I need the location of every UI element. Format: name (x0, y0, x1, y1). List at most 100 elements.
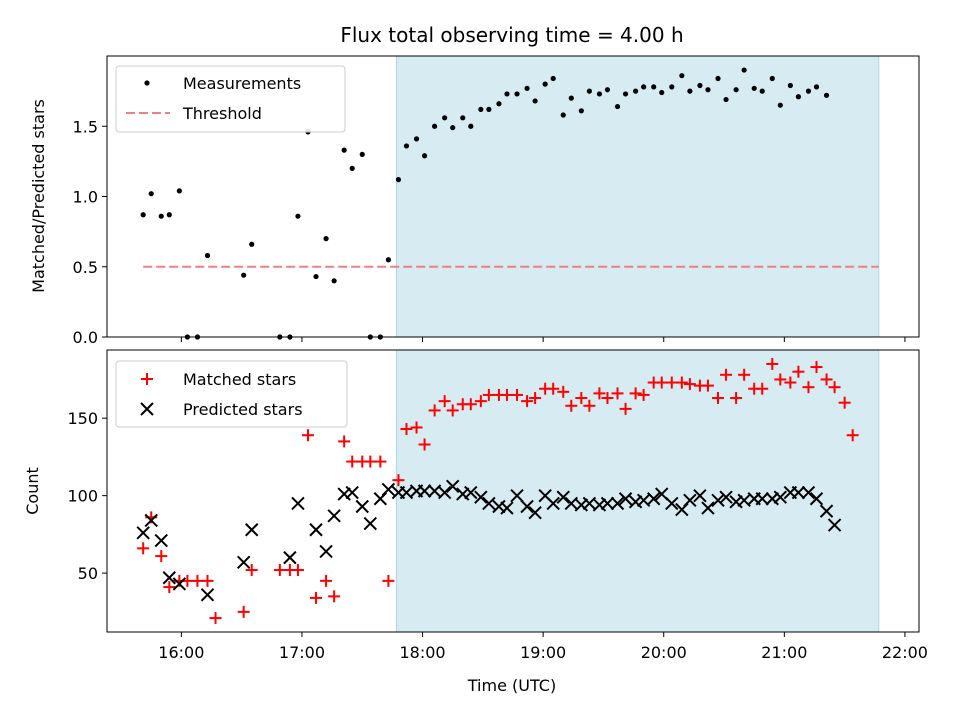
measurement-point (295, 213, 301, 219)
predicted-star-point (574, 498, 589, 512)
top-y-tick-label: 0.0 (73, 328, 98, 347)
matched-star-point (557, 385, 570, 398)
measurement-point (450, 125, 456, 131)
bottom-y-axis-label: Count (23, 467, 42, 515)
predicted-star-point (755, 492, 769, 506)
predicted-star-point (791, 485, 806, 500)
predicted-star-point (363, 516, 378, 531)
top-y-axis-label: Matched/Predicted stars (29, 99, 48, 293)
predicted-star-point (711, 493, 725, 508)
measurement-point (723, 96, 729, 103)
matched-star-point (273, 564, 286, 577)
measurement-point (496, 101, 502, 107)
predicted-star-point (337, 487, 351, 501)
matched-star-point (137, 542, 150, 555)
matched-star-point (701, 379, 714, 392)
matched-star-point (838, 396, 851, 409)
matched-star-point (756, 382, 769, 395)
measurement-point (403, 143, 410, 149)
top-x-ticks (180, 337, 906, 342)
measurement-point (204, 252, 211, 259)
matched-star-point (521, 395, 534, 408)
measurement-point (432, 123, 438, 129)
top-legend-box (115, 65, 346, 133)
measurement-point (241, 272, 247, 278)
measurement-point (687, 88, 693, 94)
matched-star-point (410, 421, 423, 434)
matched-star-point (583, 399, 596, 412)
measurement-point (823, 92, 830, 98)
measurement-point (323, 236, 329, 242)
matched-star-point (792, 365, 805, 378)
measurement-point (176, 188, 182, 194)
predicted-star-point (456, 487, 470, 501)
predicted-star-point (474, 490, 488, 504)
legend-measurements-label: Measurements (183, 74, 301, 93)
x-tick-label: 20:00 (641, 643, 687, 662)
predicted-star-point (600, 496, 615, 511)
measurement-point (413, 136, 420, 142)
measurement-point (148, 191, 154, 197)
matched-star-point (438, 395, 451, 408)
matched-star-point (738, 368, 751, 381)
matched-star-point (575, 392, 588, 405)
measurement-point (166, 212, 172, 218)
matched-star-point (828, 381, 841, 394)
bottom-y-tick-label: 100 (67, 487, 98, 506)
matched-star-point (392, 474, 405, 487)
predicted-star-point (683, 493, 697, 508)
matched-star-point (382, 574, 395, 587)
x-tick-label: 19:00 (520, 643, 566, 662)
chart-title: Flux total observing time = 4.00 h (340, 23, 683, 47)
x-axis-label: Time (UTC) (467, 676, 556, 695)
matched-star-point (346, 455, 359, 468)
measurement-point (659, 89, 665, 96)
measurement-point (805, 88, 812, 94)
measurement-point (614, 103, 621, 110)
legend-predicted-label: Predicted stars (183, 400, 303, 419)
measurement-point (395, 177, 402, 183)
top-panel: 0.0 0.5 1.0 1.5 Matched/Predicted stars Mea… (29, 55, 920, 347)
predicted-star-point (437, 485, 452, 500)
top-y-tick-label: 1.5 (73, 117, 98, 136)
measurement-point (385, 257, 391, 263)
legend-matched-label: Matched stars (183, 370, 296, 389)
matched-star-point (593, 387, 606, 400)
matched-star-point (774, 373, 787, 386)
predicted-star-point (283, 550, 297, 565)
measurement-point (604, 87, 611, 93)
measurement-point (421, 153, 428, 159)
matched-star-point (511, 388, 524, 401)
predicted-star-point (445, 479, 460, 494)
measurement-point (759, 88, 765, 94)
matched-star-point (629, 387, 642, 400)
matched-star-point (320, 574, 333, 587)
measurement-point (550, 75, 556, 82)
measurement-point (633, 88, 639, 94)
predicted-star-point (827, 518, 842, 532)
matched-star-point (191, 574, 204, 587)
matched-star-point (155, 550, 168, 563)
predicted-star-point (144, 513, 158, 528)
bottom-plot-frame (106, 349, 920, 633)
matched-star-point (163, 581, 176, 594)
x-tick-label: 16:00 (158, 643, 204, 662)
matched-star-point (637, 388, 650, 401)
matched-star-point (446, 404, 459, 417)
predicted-star-point (200, 588, 215, 602)
top-shaded-region (395, 55, 880, 338)
matched-star-point (245, 564, 258, 577)
measurement-point (697, 82, 703, 89)
x-tick-label: 22:00 (882, 643, 928, 662)
predicted-star-point (309, 523, 323, 537)
matched-star-point (720, 368, 733, 381)
predicted-star-point (319, 544, 333, 559)
measurement-point (532, 98, 538, 104)
x-tick-label: 17:00 (279, 643, 325, 662)
top-legend: Measurements Threshold (115, 65, 346, 133)
measurement-point (313, 273, 319, 280)
predicted-star-point (618, 492, 633, 506)
predicted-star-point (610, 496, 625, 511)
predicted-star-point (528, 505, 542, 520)
